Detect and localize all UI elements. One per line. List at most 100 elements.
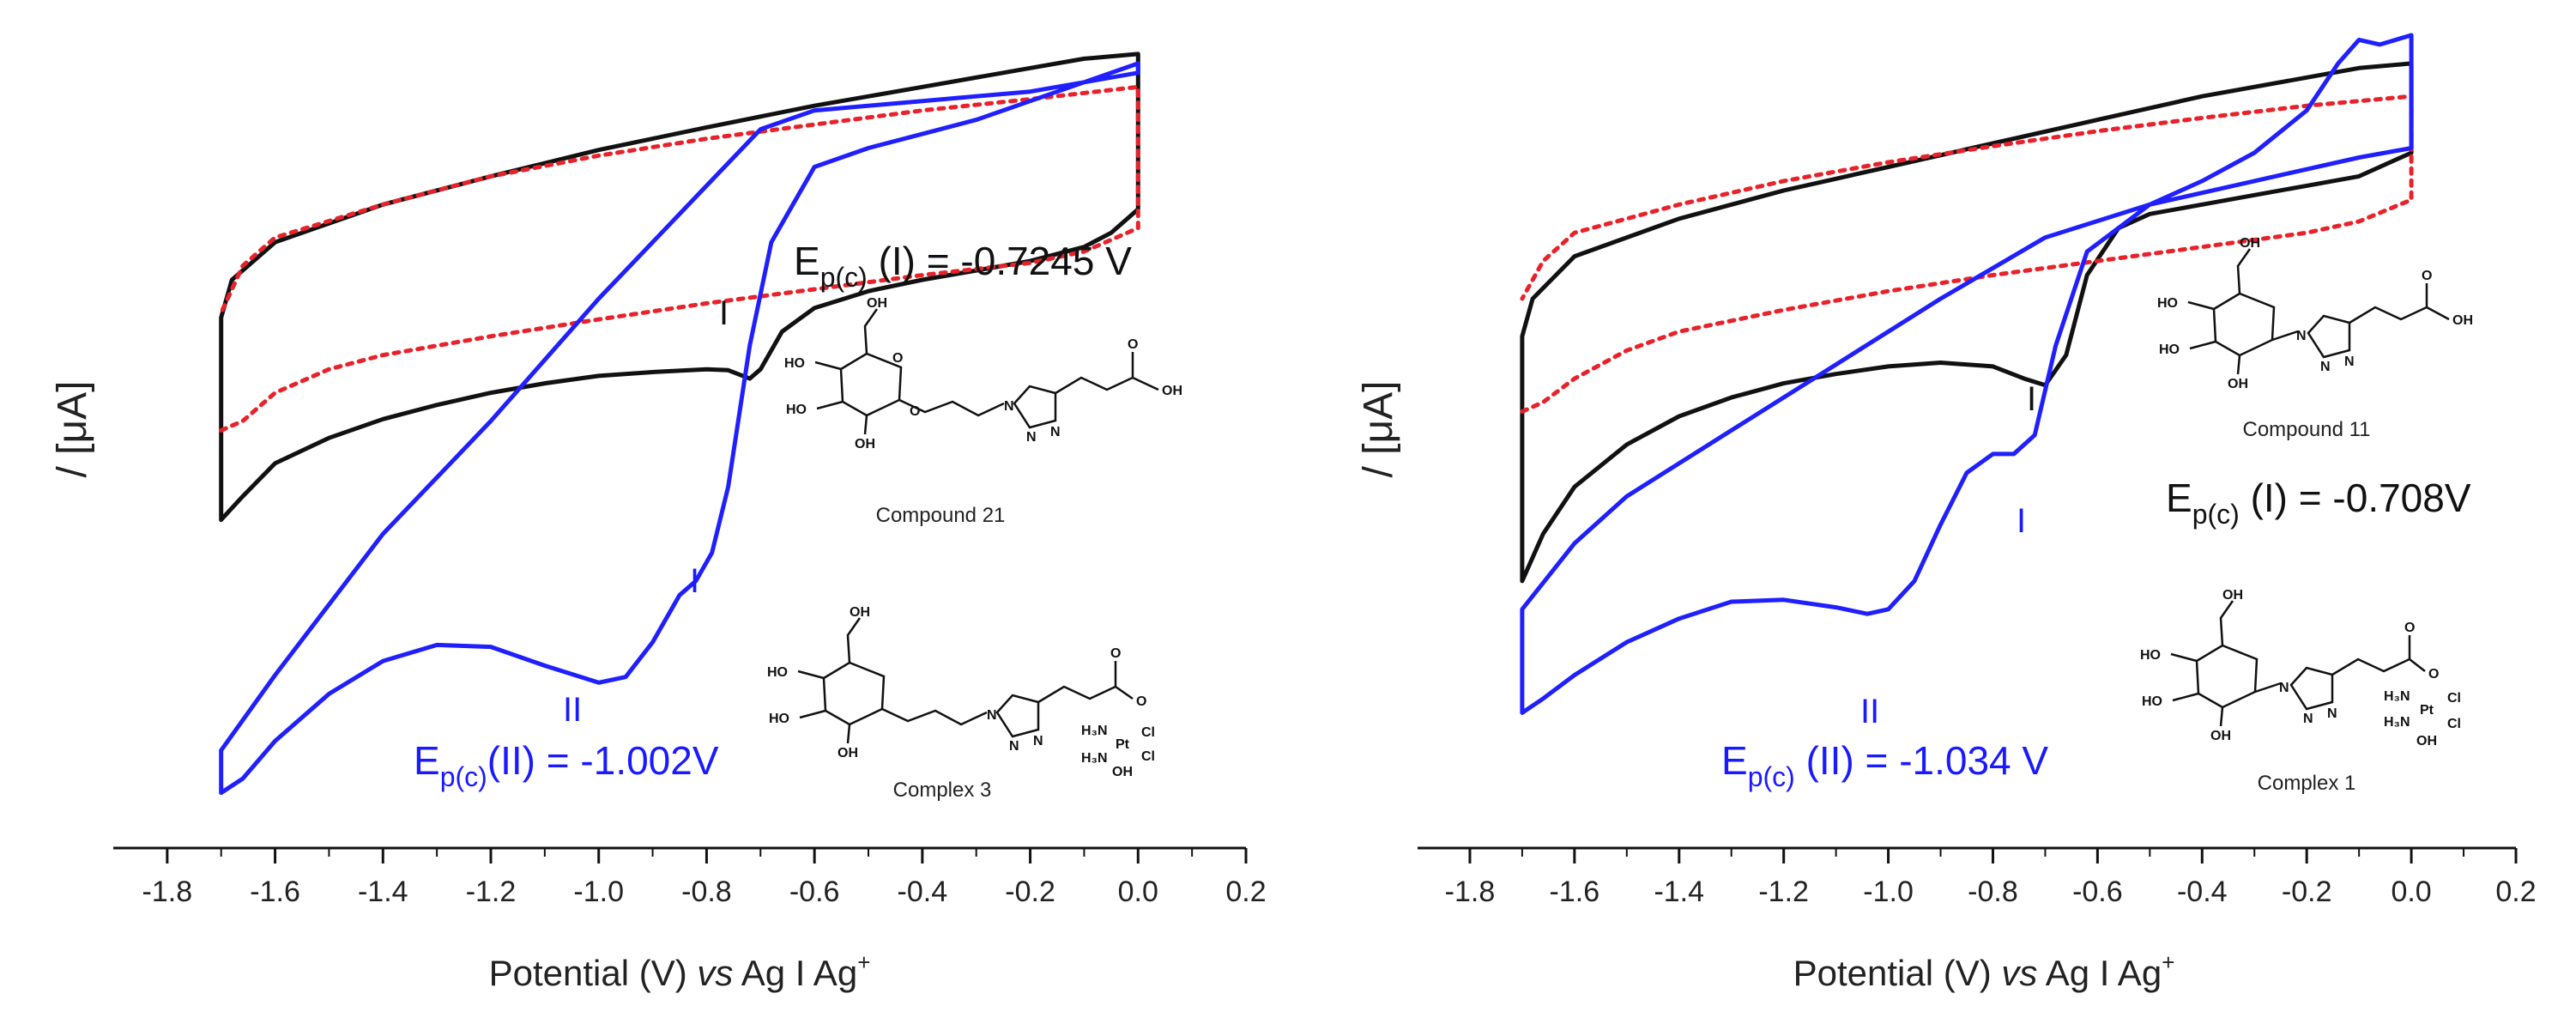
left-x-tick-label: -0.6 <box>789 876 840 908</box>
atom-label: N <box>2303 712 2313 726</box>
left-ep-blue-annotation: Ep(c)(II) = -1.002V <box>414 738 719 792</box>
atom-label: N <box>1009 739 1019 754</box>
left-ep-black-annotation: Ep(c) (I) = -0.7245 V <box>794 239 1132 293</box>
left-x-tick-label: 0.0 <box>1118 876 1158 908</box>
atom-label: OH <box>2416 734 2437 748</box>
atom-label: OH <box>1112 765 1133 779</box>
right-series-blue <box>1520 33 2414 715</box>
atom-label: O <box>2404 621 2415 635</box>
right-series-red <box>1520 94 2414 414</box>
right-x-tick-label: -1.6 <box>1550 876 1600 908</box>
right-x-tick-label: -0.8 <box>1968 876 2018 908</box>
left-series-blue <box>219 61 1140 796</box>
atom-label: HO <box>767 665 788 680</box>
right-x-tick-label: -1.2 <box>1758 876 1809 908</box>
atom-label: Cl <box>2447 691 2461 706</box>
left-x-tick-label: -1.0 <box>573 876 624 908</box>
atom-label: OH <box>838 746 858 760</box>
atom-label: HO <box>2142 694 2162 709</box>
atom-label: O <box>1128 337 1138 352</box>
atom-label: O <box>910 404 920 419</box>
atom-label: N <box>987 708 997 723</box>
atom-label: Cl <box>1141 749 1155 764</box>
right-complex-structure: OH HO HO OH N N N O O H₃N H₃N Pt Cl Cl O… <box>2140 588 2461 748</box>
atom-label: OH <box>867 296 887 311</box>
right-compound-structure: OH HO HO OH N N N O OH <box>2157 236 2473 391</box>
atom-label: H₃N <box>2384 689 2410 704</box>
left-compound-label: Compound 21 <box>876 504 1006 527</box>
right-ep-black-annotation: Ep(c) (I) = -0.708V <box>2166 476 2471 530</box>
left-complex-label: Complex 3 <box>893 779 992 802</box>
right-x-tick-label: 0.2 <box>2495 876 2536 908</box>
left-panel: -1.8 -1.6 -1.4 -1.2 -1.0 -0.8 -0.6 -0.4 -0.2 0.0 0… <box>50 52 1267 993</box>
atom-label: HO <box>2140 648 2161 663</box>
left-x-tick-label: -0.4 <box>898 876 948 908</box>
right-series-black <box>1520 61 2414 584</box>
right-peak-label-blue-II: II <box>1860 693 1879 730</box>
atom-label: H₃N <box>1081 751 1108 766</box>
left-x-tick-label: -1.6 <box>250 876 300 908</box>
left-x-tick-label: -1.2 <box>466 876 517 908</box>
atom-label: OH <box>2210 729 2231 743</box>
left-x-tick-label: -0.8 <box>681 876 732 908</box>
atom-label: Cl <box>2447 717 2461 731</box>
atom-label: OH <box>1162 384 1182 398</box>
right-peak-label-blue-I: I <box>2017 502 2026 540</box>
atom-label: O <box>1136 694 1146 709</box>
left-x-tick-label: 0.2 <box>1225 876 1266 908</box>
right-ep-blue-annotation: Ep(c) (II) = -1.034 V <box>1721 738 2048 792</box>
left-series-black <box>219 52 1140 523</box>
atom-label: O <box>2422 269 2432 283</box>
left-peak-label-blue-II: II <box>563 691 582 729</box>
left-x-tick-label: -0.2 <box>1005 876 1055 908</box>
right-peak-label-black-I: I <box>2027 380 2036 418</box>
right-x-tick-label: -0.2 <box>2282 876 2332 908</box>
right-x-tick-label: -0.6 <box>2072 876 2123 908</box>
atom-label: OH <box>850 605 870 620</box>
atom-label: Cl <box>1141 725 1155 740</box>
atom-label: N <box>2344 354 2355 369</box>
atom-label: N <box>1004 399 1014 414</box>
right-x-tick-label: -0.4 <box>2177 876 2228 908</box>
atom-label: OH <box>2452 313 2473 328</box>
atom-label: Pt <box>1116 737 1130 752</box>
atom-label: HO <box>784 356 805 371</box>
atom-label: HO <box>2157 296 2178 311</box>
left-series-group <box>219 52 1140 796</box>
left-x-axis-label: Potential (V) vs Ag I Ag+ <box>489 949 871 993</box>
atom-label: O <box>892 351 903 366</box>
right-x-tick-label: -1.4 <box>1654 876 1704 908</box>
left-series-red <box>219 84 1140 433</box>
right-x-axis-label: Potential (V) vs Ag I Ag+ <box>1793 949 2175 993</box>
atom-label: OH <box>2222 588 2243 603</box>
right-panel: -1.8 -1.6 -1.4 -1.2 -1.0 -0.8 -0.6 -0.4 -0.2 0.0 0… <box>1356 33 2537 993</box>
atom-label: Pt <box>2420 703 2434 718</box>
left-x-tick-label: -1.8 <box>142 876 193 908</box>
atom-label: O <box>2428 667 2439 682</box>
atom-label: O <box>1110 646 1121 661</box>
atom-label: N <box>2320 360 2331 374</box>
atom-label: HO <box>2159 342 2180 357</box>
atom-label: HO <box>769 712 789 726</box>
left-y-axis-label: / [μA] <box>50 380 95 477</box>
atom-label: N <box>1026 430 1037 445</box>
left-x-tick-label: -1.4 <box>358 876 408 908</box>
right-x-ticks: -1.8 -1.6 -1.4 -1.2 -1.0 -0.8 -0.6 -0.4 -0.2 0.0 0… <box>1445 848 2537 908</box>
right-x-tick-label: -1.8 <box>1445 876 1496 908</box>
left-x-ticks: -1.8 -1.6 -1.4 -1.2 -1.0 -0.8 -0.6 -0.4 -0.2 0.0 0… <box>142 848 1267 908</box>
right-x-tick-label: -1.0 <box>1863 876 1914 908</box>
atom-label: H₃N <box>2384 715 2410 730</box>
atom-label: N <box>2296 329 2307 343</box>
left-peak-label-blue-I: I <box>690 562 699 600</box>
right-compound-label: Compound 11 <box>2243 418 2371 441</box>
left-complex-structure: OH HO HO OH N N N O O H₃N H₃N Pt Cl Cl O… <box>767 605 1155 779</box>
right-x-tick-label: 0.0 <box>2391 876 2431 908</box>
atom-label: HO <box>786 403 807 417</box>
atom-label: N <box>2279 681 2289 695</box>
atom-label: H₃N <box>1081 724 1108 738</box>
right-y-axis-label: / [μA] <box>1356 380 1401 477</box>
atom-label: N <box>1050 425 1061 439</box>
atom-label: OH <box>2228 377 2248 391</box>
right-series-group <box>1520 33 2414 715</box>
atom-label: N <box>2327 706 2337 721</box>
